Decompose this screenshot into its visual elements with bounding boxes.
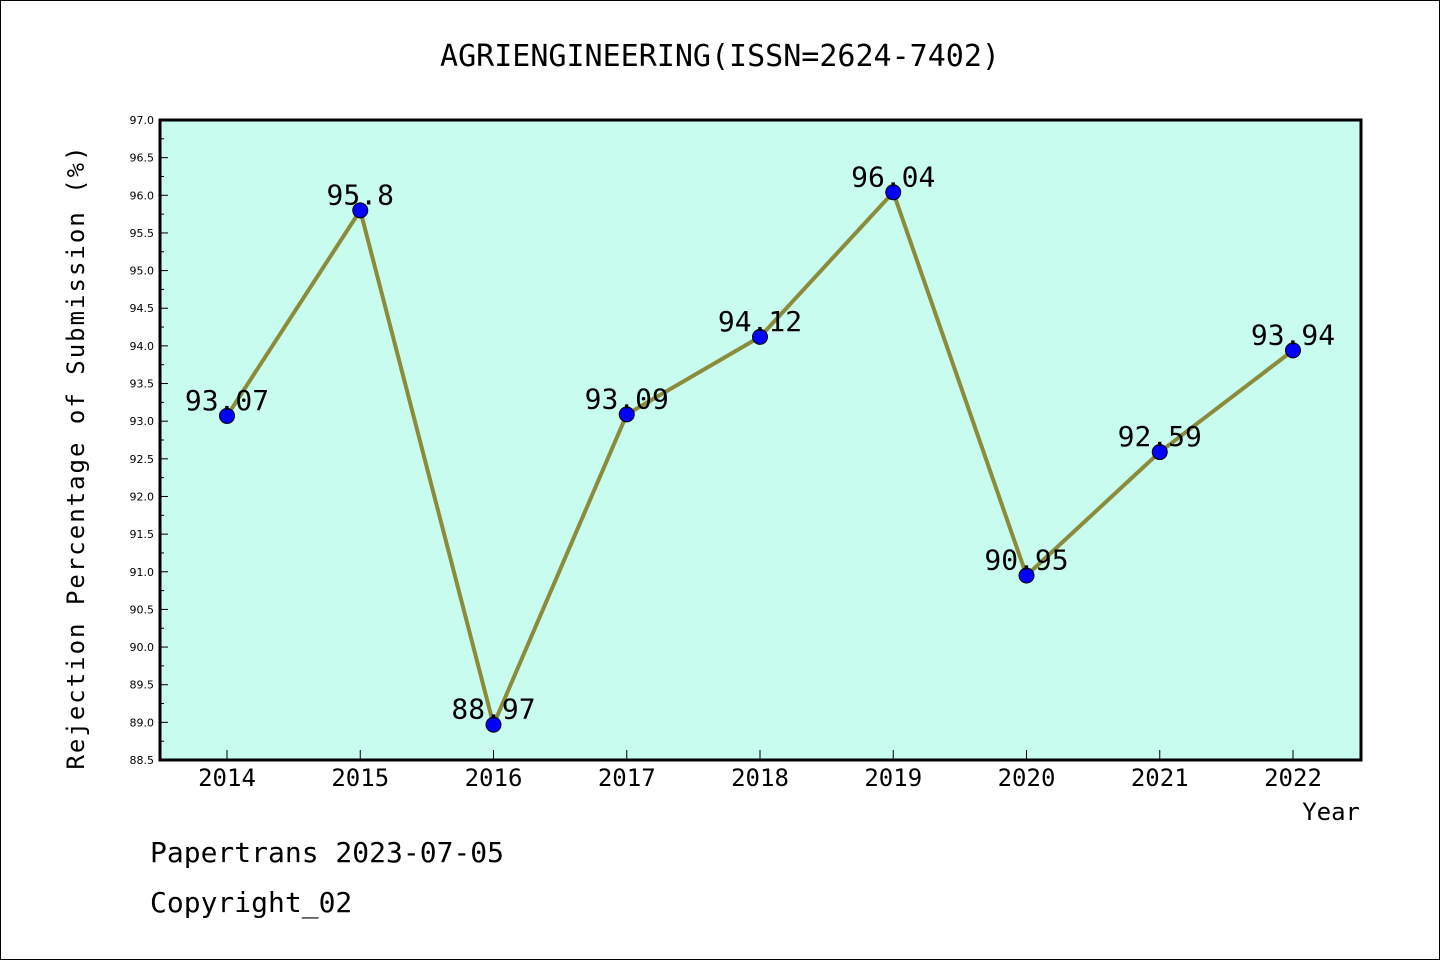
y-tick-label: 97.0: [130, 114, 155, 127]
y-axis: 88.5 89.0 89.5 90.0 90.5 91.0 91.5 92.0 92.5 93.0…: [130, 114, 168, 767]
data-label-2020: 90.95: [984, 544, 1068, 577]
data-point-2014: [219, 407, 235, 424]
x-tick-label: 2021: [1131, 764, 1189, 792]
y-tick-label: 91.5: [130, 528, 155, 541]
data-label-2021: 92.59: [1118, 420, 1202, 453]
footer-copyright: Copyright_02: [150, 886, 353, 919]
plot-area: [158, 118, 1363, 762]
data-label-2018: 94.12: [718, 305, 802, 338]
x-tick-label: 2020: [998, 764, 1056, 792]
y-tick-label: 90.0: [130, 641, 155, 654]
data-label-2016: 88.97: [451, 693, 535, 726]
x-tick-label: 2019: [864, 764, 922, 792]
y-tick-label: 90.5: [130, 603, 155, 616]
data-point-2018: [752, 328, 768, 345]
data-label-2019: 96.04: [851, 160, 935, 193]
y-tick-label: 89.5: [130, 679, 155, 692]
data-label-2022: 93.94: [1251, 318, 1335, 351]
y-axis-label: Rejection Percentage of Submission (%): [62, 144, 90, 769]
data-point-2017: [618, 406, 635, 423]
y-tick-label: 92.5: [130, 453, 155, 466]
x-tick-label: 2014: [198, 764, 256, 792]
y-tick-label: 94.5: [130, 302, 155, 315]
data-point-2019: [885, 184, 902, 201]
x-tick-label: 2018: [731, 764, 789, 792]
y-tick-label: 89.0: [130, 716, 155, 729]
x-tick-label: 2016: [465, 764, 523, 792]
data-label-2014: 93.07: [185, 384, 269, 417]
data-point-2015: [352, 202, 369, 219]
data-label-2017: 93.09: [585, 382, 669, 415]
y-tick-label: 92.0: [130, 490, 155, 503]
x-tick-label: 2015: [331, 764, 389, 792]
y-tick-label: 91.0: [130, 566, 155, 579]
data-label-2015: 95.8: [327, 178, 394, 211]
x-tick-label: 2017: [598, 764, 656, 792]
x-axis: 2014 2015 2016 2017 2018 2019 2020 2021 2022: [198, 750, 1322, 792]
data-markers: [219, 184, 1301, 733]
y-tick-label: 93.5: [130, 378, 155, 391]
x-tick-label: 2022: [1264, 764, 1322, 792]
data-labels: 93.07 95.8 88.97 93.09 94.12 96.04 90.95 92.59 9…: [185, 160, 1335, 725]
y-tick-label: 94.0: [130, 340, 155, 353]
y-tick-label: 93.0: [130, 415, 155, 428]
data-point-2016: [485, 716, 502, 733]
data-point-2021: [1151, 444, 1168, 461]
y-tick-label: 96.5: [130, 152, 155, 165]
y-tick-label: 96.0: [130, 189, 155, 202]
data-point-2022: [1285, 342, 1301, 359]
y-tick-label: 95.0: [130, 265, 155, 278]
footer-date: Papertrans 2023-07-05: [150, 836, 505, 869]
y-tick-label: 88.5: [130, 754, 155, 767]
data-point-2020: [1018, 567, 1035, 584]
chart-title: AGRIENGINEERING(ISSN=2624-7402): [440, 39, 1000, 74]
y-tick-label: 95.5: [130, 227, 155, 240]
x-axis-label: Year: [1302, 798, 1360, 826]
